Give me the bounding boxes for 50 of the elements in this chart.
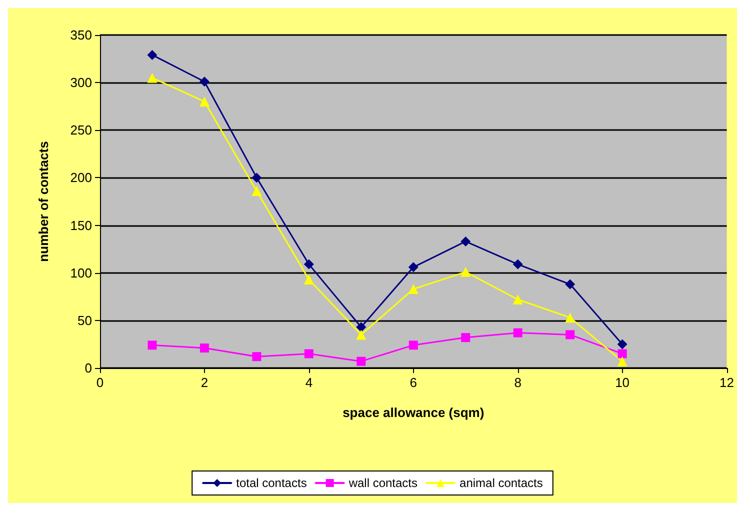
point xyxy=(565,312,576,323)
y-tick-label: 0 xyxy=(84,360,92,376)
point xyxy=(148,340,157,350)
x-axis-title: space allowance (sqm) xyxy=(342,405,484,420)
point xyxy=(408,262,418,272)
point xyxy=(460,236,471,246)
point xyxy=(304,274,314,285)
x-tick-label: 8 xyxy=(514,375,522,390)
x-tick-label: 2 xyxy=(200,375,208,390)
point xyxy=(252,172,262,183)
point xyxy=(618,349,627,358)
point xyxy=(304,349,314,358)
point xyxy=(408,284,418,294)
point xyxy=(356,356,366,366)
point xyxy=(617,356,628,366)
point xyxy=(147,50,158,60)
legend-label: wall contacts xyxy=(348,476,418,490)
x-tick-label: 10 xyxy=(615,375,630,390)
point xyxy=(356,330,366,340)
point xyxy=(512,294,523,304)
y-tick-label: 350 xyxy=(70,28,92,42)
point xyxy=(512,259,523,270)
y-tick-label: 150 xyxy=(70,218,92,233)
y-tick-label: 250 xyxy=(70,122,92,138)
point xyxy=(565,279,576,290)
y-tick-label: 300 xyxy=(70,75,92,90)
point xyxy=(252,352,262,362)
x-tick-label: 6 xyxy=(410,375,417,390)
point xyxy=(200,344,209,353)
point xyxy=(461,333,470,342)
y-tick-label: 100 xyxy=(70,265,92,280)
legend-label: animal contacts xyxy=(460,476,543,490)
x-tick-label: 0 xyxy=(96,375,104,390)
point xyxy=(408,340,418,350)
point xyxy=(513,328,522,338)
point xyxy=(199,96,210,107)
x-tick-label: 12 xyxy=(720,375,734,390)
point xyxy=(252,186,262,196)
x-tick-label: 4 xyxy=(305,375,313,390)
point xyxy=(617,339,628,350)
y-tick-label: 50 xyxy=(78,312,92,328)
point xyxy=(147,72,158,83)
point xyxy=(356,322,366,332)
y-axis-title: number of contacts xyxy=(36,141,51,262)
point xyxy=(460,266,471,277)
point xyxy=(304,259,314,270)
point xyxy=(566,330,575,340)
point xyxy=(199,76,210,87)
y-tick-label: 200 xyxy=(70,170,92,186)
legend-label: total contacts xyxy=(236,476,307,490)
